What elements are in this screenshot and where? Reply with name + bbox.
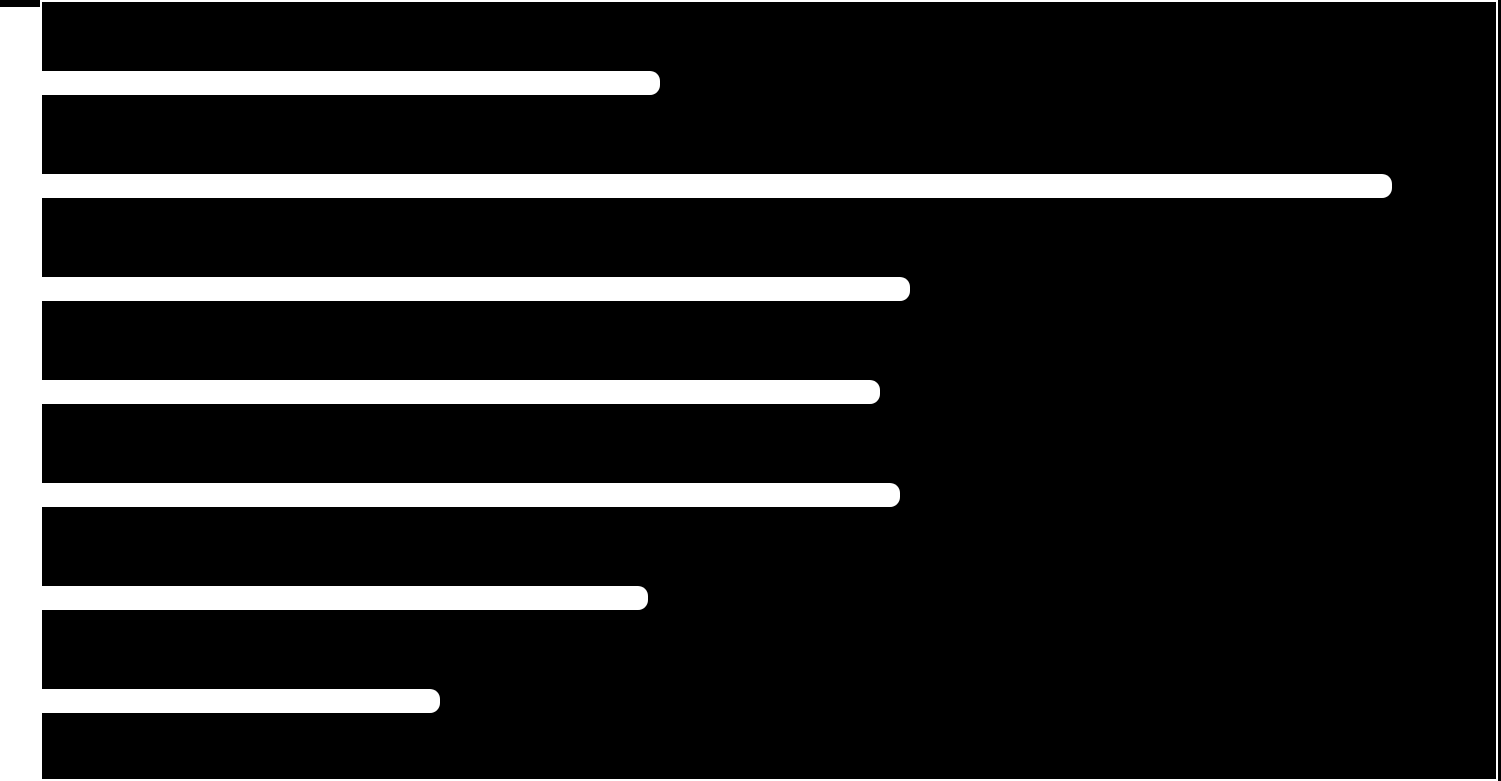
y-axis: [0, 7, 40, 781]
bar-5: [40, 586, 648, 610]
bar-4: [40, 483, 900, 507]
horizontal-bar-chart: [0, 0, 1501, 781]
bar-6: [40, 689, 440, 713]
bar-2: [40, 277, 910, 301]
bar-0: [40, 71, 660, 95]
bar-1: [40, 174, 1392, 198]
bar-3: [40, 380, 880, 404]
